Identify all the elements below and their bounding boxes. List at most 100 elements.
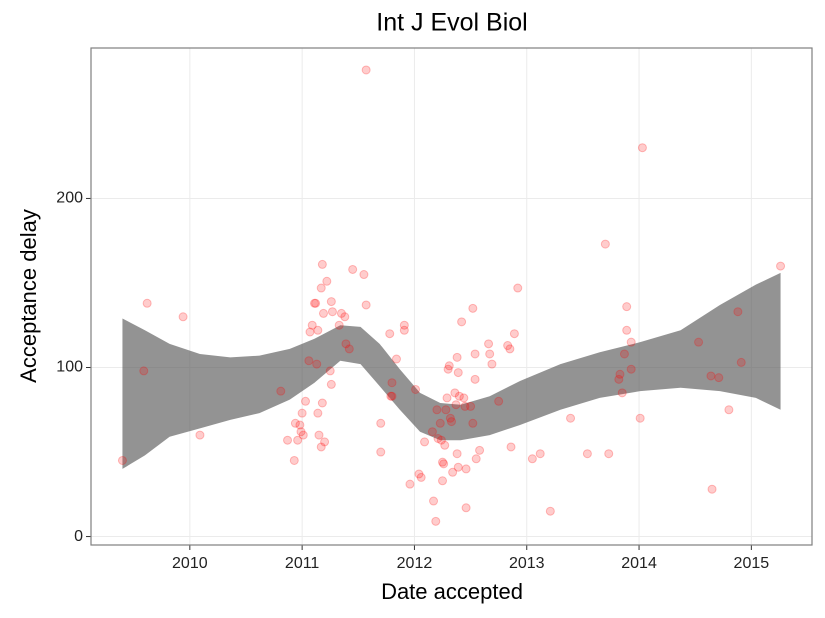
point — [290, 418, 300, 428]
y-axis-label: Acceptance delay — [16, 209, 41, 383]
point — [305, 327, 315, 337]
point — [460, 401, 470, 411]
point — [386, 391, 396, 401]
point — [387, 378, 397, 388]
point — [316, 283, 326, 293]
point — [297, 408, 307, 418]
point — [505, 344, 515, 354]
point — [316, 442, 326, 452]
point — [509, 329, 519, 339]
point — [411, 384, 421, 394]
point — [694, 337, 704, 347]
point — [468, 418, 478, 428]
point — [427, 427, 437, 437]
point — [447, 417, 456, 427]
point — [320, 437, 330, 447]
point — [348, 264, 358, 274]
plot-background — [91, 48, 812, 545]
point — [453, 368, 463, 378]
point — [376, 447, 386, 457]
point — [283, 435, 293, 445]
point — [431, 516, 441, 526]
point — [453, 462, 463, 472]
point — [604, 449, 614, 459]
point — [714, 373, 724, 383]
point — [622, 302, 632, 312]
point — [435, 418, 445, 428]
point — [322, 276, 332, 286]
point — [452, 449, 462, 459]
point — [429, 496, 439, 506]
x-axis-label: Date accepted — [381, 579, 523, 604]
point — [438, 476, 448, 486]
point — [626, 364, 636, 374]
point — [313, 408, 323, 418]
y-tick-label: 200 — [56, 190, 83, 207]
point — [582, 449, 592, 459]
point — [527, 454, 537, 464]
point — [535, 449, 545, 459]
point — [626, 337, 636, 347]
confidence-ribbon — [122, 272, 781, 469]
point — [359, 270, 369, 280]
point — [361, 300, 371, 310]
point — [635, 413, 645, 423]
point — [139, 366, 149, 376]
chart-title: Int J Evol Biol — [376, 9, 527, 37]
point — [326, 297, 336, 307]
point — [614, 374, 624, 384]
point — [475, 445, 485, 455]
point — [436, 435, 446, 445]
point — [466, 401, 476, 411]
point — [461, 503, 471, 513]
point — [615, 369, 625, 379]
point — [309, 298, 319, 308]
point — [399, 320, 409, 330]
point — [336, 308, 346, 318]
point — [313, 325, 323, 335]
point — [619, 349, 629, 359]
point — [341, 339, 351, 349]
point — [376, 418, 386, 428]
point — [439, 459, 449, 469]
point — [706, 371, 716, 381]
point — [307, 320, 317, 330]
x-tick-label: 2010 — [172, 555, 208, 572]
point — [433, 434, 443, 443]
point — [776, 261, 786, 271]
y-tick-label: 0 — [74, 528, 83, 545]
point — [325, 366, 335, 376]
point — [448, 467, 458, 477]
point — [459, 393, 469, 403]
point — [416, 472, 426, 482]
point — [461, 464, 471, 474]
point — [327, 307, 337, 317]
point — [405, 479, 415, 489]
point — [340, 312, 350, 322]
point — [142, 298, 152, 308]
point — [471, 454, 481, 464]
point — [391, 354, 401, 364]
point — [445, 413, 455, 423]
point — [442, 393, 452, 403]
point — [503, 341, 513, 351]
point — [494, 396, 504, 406]
point — [312, 359, 322, 369]
point — [326, 379, 336, 389]
point — [414, 469, 424, 479]
x-tick-label: 2015 — [734, 555, 770, 572]
point — [450, 388, 460, 398]
point — [444, 361, 454, 371]
point — [506, 442, 516, 452]
point — [468, 303, 478, 313]
point — [441, 405, 451, 415]
point — [545, 506, 555, 516]
point — [334, 320, 344, 330]
point — [289, 455, 299, 465]
point — [484, 339, 494, 349]
point — [318, 308, 328, 318]
point — [420, 437, 430, 447]
point — [311, 298, 321, 308]
point — [361, 65, 371, 75]
point — [617, 388, 627, 398]
